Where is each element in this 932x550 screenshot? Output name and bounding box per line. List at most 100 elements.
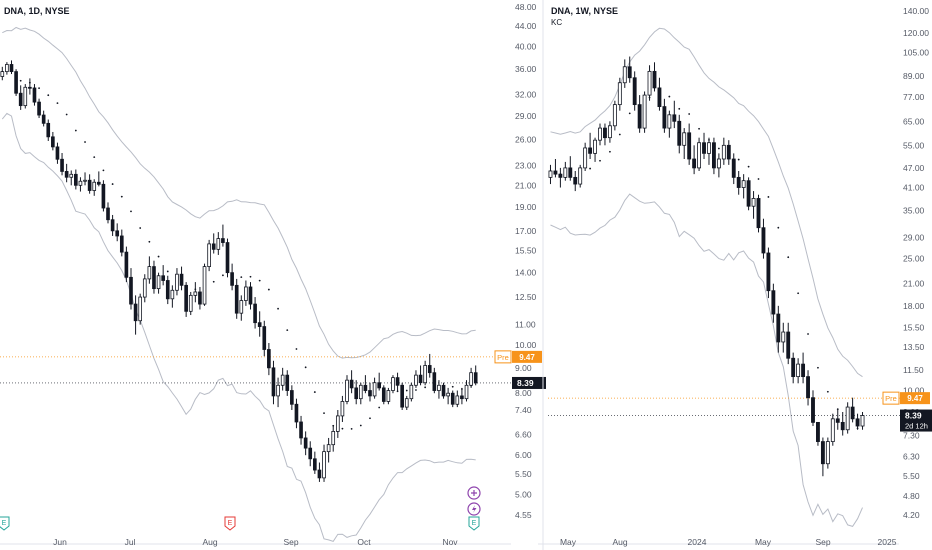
earnings-event-icon[interactable]: E	[224, 516, 236, 531]
keltner-middle-dot	[93, 156, 96, 159]
left-candles	[0, 60, 478, 482]
candle	[632, 71, 637, 111]
candle	[820, 437, 825, 477]
price-tick-label: 7.40	[515, 405, 532, 415]
keltner-middle-dot	[737, 158, 740, 161]
price-tick-label: 105.00	[903, 47, 929, 57]
keltner-middle-dot	[74, 129, 77, 132]
candle	[771, 283, 776, 323]
candle	[349, 370, 354, 394]
keltner-middle-dot	[405, 389, 408, 392]
candle	[404, 395, 409, 411]
candle	[331, 425, 336, 452]
candle	[335, 410, 340, 438]
candle	[441, 382, 446, 399]
price-tick-label: 10.00	[903, 385, 925, 395]
keltner-middle-dot	[258, 279, 261, 282]
candle	[303, 431, 308, 456]
keltner-middle-dot	[599, 159, 601, 162]
candle	[746, 177, 751, 211]
time-tick-label: Sep	[283, 537, 298, 547]
right-time-axis[interactable]: May Aug 2024 May Sep 2025	[538, 537, 899, 547]
candle	[184, 282, 188, 317]
price-tick-label: 44.00	[515, 21, 537, 31]
candle	[207, 239, 211, 272]
time-tick-label: Oct	[357, 537, 371, 547]
price-tick-label: 4.55	[515, 510, 532, 520]
keltner-middle-dot	[249, 275, 252, 278]
left-price-markers: Pre 9.47 8.39	[494, 350, 546, 389]
keltner-middle-dot	[369, 417, 371, 420]
left-time-axis[interactable]: Jun Jul Aug Sep Oct Nov	[0, 537, 511, 547]
keltner-middle-dot	[609, 150, 611, 153]
candle	[603, 123, 607, 146]
candle	[152, 260, 156, 294]
candle	[450, 390, 455, 408]
add-icon[interactable]	[467, 486, 481, 500]
price-tick-label: 36.00	[515, 64, 537, 74]
premarket-price-value: 9.47	[519, 353, 535, 362]
candle	[69, 170, 74, 186]
candle	[175, 268, 179, 296]
candle	[418, 365, 423, 386]
candle	[637, 95, 642, 133]
price-tick-label: 21.00	[515, 180, 537, 190]
candle	[627, 56, 632, 83]
daily-chart-panel[interactable]: 48.00 44.00 40.00 36.00 32.00 29.00 26.00 23.00…	[0, 2, 546, 547]
keltner-middle-dot	[424, 386, 427, 389]
keltner-middle-dot	[817, 366, 819, 369]
candle	[652, 62, 657, 92]
keltner-middle-dot	[826, 390, 829, 393]
candle	[473, 365, 478, 386]
candle	[193, 282, 198, 303]
candle	[391, 375, 395, 394]
time-tick-label: 2024	[688, 537, 707, 547]
left-price-axis[interactable]: 48.00 44.00 40.00 36.00 32.00 29.00 26.00 23.00…	[515, 2, 537, 520]
keltner-middle-dot	[415, 389, 417, 391]
candle	[308, 441, 313, 467]
keltner-middle-dot	[396, 390, 399, 393]
earnings-event-icon[interactable]: E	[468, 516, 480, 531]
candle	[446, 387, 450, 405]
keltner-middle-dot	[286, 329, 289, 332]
price-tick-label: 77.00	[903, 92, 925, 102]
candle	[253, 297, 257, 329]
candle	[280, 367, 285, 391]
candle	[51, 131, 55, 151]
earnings-event-icon[interactable]: E	[0, 516, 10, 531]
candle	[285, 370, 290, 396]
price-tick-label: 5.00	[515, 489, 532, 499]
keltner-middle-dot	[688, 113, 691, 115]
candle	[761, 218, 766, 259]
candle	[598, 123, 602, 146]
price-tick-label: 11.00	[515, 320, 536, 330]
keltner-middle-dot	[157, 255, 160, 258]
candle	[558, 167, 563, 188]
candle	[262, 320, 267, 357]
candle	[716, 153, 721, 178]
candle	[225, 238, 230, 278]
price-tick-label: 48.00	[515, 2, 537, 12]
time-tick-label: Nov	[442, 537, 458, 547]
right-price-axis[interactable]: 140.00 120.00 105.00 89.00 77.00 65.00 55.00 47…	[903, 6, 929, 520]
candle	[221, 224, 225, 247]
price-tick-label: 12.50	[515, 292, 537, 302]
candle	[432, 367, 437, 394]
candle	[92, 179, 97, 196]
candle	[326, 437, 331, 463]
candle	[18, 85, 23, 110]
time-tick-label: May	[560, 537, 577, 547]
alert-lightning-icon[interactable]	[467, 502, 481, 516]
candle	[170, 285, 175, 308]
candle	[642, 91, 647, 133]
weekly-chart-panel[interactable]: 140.00 120.00 105.00 89.00 77.00 65.00 55.00 47…	[538, 6, 932, 547]
price-tick-label: 6.30	[903, 452, 920, 462]
candle	[41, 110, 46, 127]
candle	[806, 370, 810, 406]
price-tick-label: 21.00	[903, 279, 925, 289]
time-tick-label: 2025	[878, 537, 897, 547]
time-tick-label: Aug	[612, 537, 627, 547]
candle	[702, 132, 706, 160]
keltner-middle-dot	[323, 412, 325, 415]
